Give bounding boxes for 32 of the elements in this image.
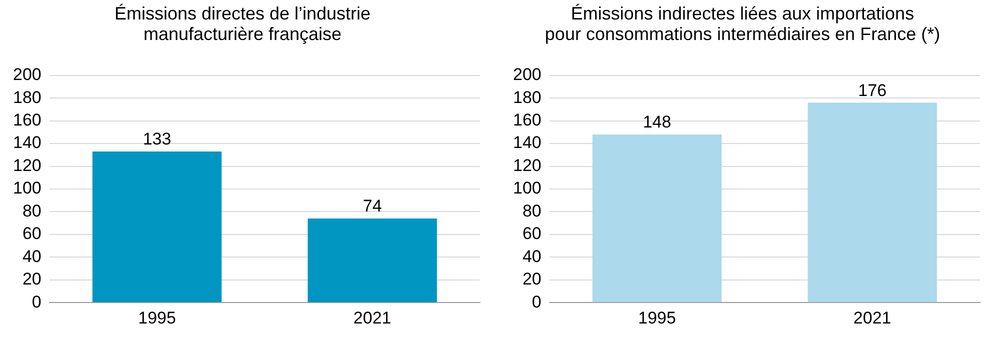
y-tick-label: 100	[12, 178, 42, 198]
y-tick-label: 140	[512, 133, 542, 152]
y-tick-label: 60	[522, 224, 542, 244]
data-label: 133	[142, 130, 172, 149]
x-tick-label: 2021	[353, 308, 392, 328]
y-tick-label: 200	[512, 65, 542, 84]
y-tick-label: 80	[22, 201, 42, 220]
data-label: 148	[642, 112, 672, 132]
y-tick-label: 140	[12, 133, 42, 152]
y-tick-label: 160	[12, 110, 42, 130]
y-tick-label: 20	[522, 270, 542, 289]
y-tick-label: 60	[22, 224, 42, 244]
x-tick-label: 2021	[853, 308, 892, 328]
data-label: 176	[858, 80, 887, 100]
y-tick-label: 0	[32, 292, 42, 312]
y-tick-label: 160	[512, 110, 542, 130]
data-label: 74	[362, 196, 382, 216]
y-tick-label: 120	[512, 156, 542, 175]
y-tick-label: 20	[22, 270, 42, 289]
y-tick-label: 180	[512, 88, 542, 107]
chart-title: Émissions indirectes liées aux importations pour consommations intermédiaires en France (*)	[544, 3, 940, 44]
x-tick-label: 1995	[138, 308, 176, 328]
y-tick-label: 0	[532, 292, 542, 312]
y-tick-label: 200	[12, 65, 42, 84]
chart-title: Émissions directes de l’industrie manufacturière française	[114, 3, 371, 44]
x-tick-label: 1995	[638, 308, 676, 328]
y-tick-label: 40	[22, 246, 42, 266]
y-tick-label: 40	[522, 246, 542, 266]
y-tick-label: 100	[512, 178, 542, 198]
y-tick-label: 180	[12, 88, 42, 107]
y-tick-label: 120	[12, 156, 42, 175]
y-tick-label: 80	[522, 201, 542, 220]
